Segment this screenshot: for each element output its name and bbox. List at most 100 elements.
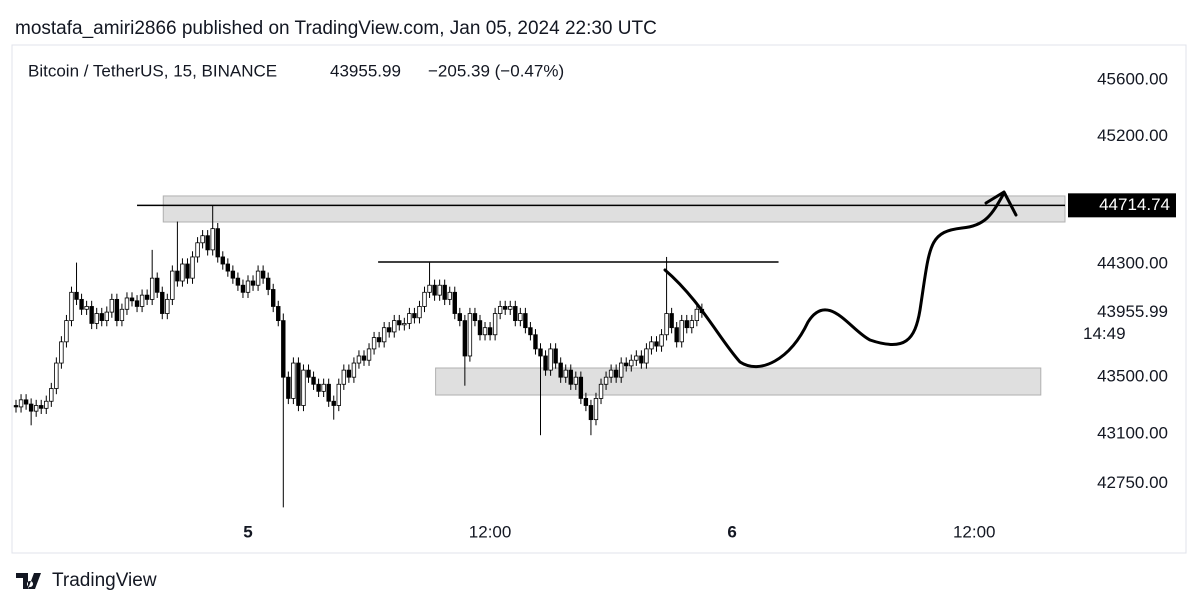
candle-body (513, 306, 518, 322)
candle-body (114, 298, 120, 322)
candle-body (326, 383, 331, 402)
candle-body (119, 308, 125, 322)
candle-body (155, 277, 160, 293)
candle-body (432, 284, 437, 296)
candle-body (497, 306, 503, 314)
symbol-title: Bitcoin / TetherUS, 15, BINANCE (28, 61, 277, 80)
candle-body (281, 320, 286, 378)
candle-body (240, 284, 246, 293)
candle-body (341, 369, 347, 385)
candle-body (321, 383, 326, 392)
candle-body (442, 284, 447, 300)
candle-body (205, 235, 210, 251)
candle-body (129, 297, 135, 302)
candle-body (518, 313, 523, 322)
candle-body (160, 291, 165, 314)
candle-body (543, 355, 548, 371)
footer-brand: TradingView (52, 570, 157, 591)
candle-body (407, 313, 412, 324)
candle-body (684, 320, 689, 329)
candle-body (190, 256, 195, 279)
candle-body (472, 313, 478, 322)
candle-body (664, 313, 669, 336)
candle-body (64, 320, 69, 343)
candle-body (235, 277, 241, 286)
candle-body (528, 327, 533, 336)
candle-body (225, 263, 231, 272)
candle-body (593, 398, 599, 421)
projection-drawing (663, 190, 1018, 368)
candle-body (99, 313, 104, 322)
candle-body (33, 405, 39, 412)
candle-body (578, 376, 584, 399)
candle-body (356, 355, 362, 364)
candle-body (165, 298, 170, 314)
candle-body (492, 313, 498, 336)
candle-body (689, 320, 695, 329)
candle-body (220, 256, 225, 265)
tradingview-logo (16, 573, 41, 589)
candle-body (553, 348, 558, 364)
candle-body (331, 400, 336, 406)
legend-price: 43955.99 (330, 61, 401, 80)
x-tick-label: 5 (243, 522, 252, 541)
candle-body (376, 337, 382, 343)
chart-frame (11, 44, 1187, 554)
candle-body (134, 300, 140, 307)
candle-body (185, 263, 190, 279)
candle-body (397, 320, 402, 326)
candle-body (39, 405, 44, 409)
candle-body (583, 398, 589, 406)
candle-body (144, 294, 150, 300)
candle-body (654, 341, 659, 347)
candle-body (624, 362, 629, 367)
candle-body (89, 306, 94, 324)
candle-body (422, 291, 427, 307)
candle-body (28, 403, 34, 412)
candle-body (608, 369, 614, 378)
candle-body (79, 298, 84, 310)
candle-body (49, 388, 54, 402)
level-price-label: 44714.74 (1099, 195, 1170, 214)
candle-body (139, 294, 145, 307)
candle-body (210, 228, 215, 251)
candle-body (523, 313, 528, 329)
candle-body (503, 306, 508, 310)
candle-body (462, 320, 468, 357)
y-tick-label: 45600.00 (1097, 70, 1168, 89)
x-tick-label: 12:00 (469, 522, 512, 541)
candle-body (467, 313, 473, 357)
candle-body (538, 348, 543, 357)
candle-body (533, 334, 538, 350)
candle-body (548, 348, 553, 371)
candle-body (346, 369, 352, 378)
candle-body (603, 376, 609, 385)
candle-body (392, 320, 397, 333)
candle-body (679, 320, 684, 343)
candle-body (230, 270, 236, 279)
x-tick-label: 12:00 (953, 522, 996, 541)
candle-body (387, 327, 392, 333)
candle-body (437, 284, 442, 296)
candle-body (245, 280, 251, 293)
candle-body (659, 334, 664, 347)
candle-body (316, 383, 321, 392)
candle-body (482, 327, 488, 336)
y-tick-label: 44300.00 (1097, 253, 1168, 272)
candle-body (508, 306, 513, 310)
candle-body (54, 362, 59, 389)
candle-body (69, 291, 74, 322)
zone (435, 367, 1042, 396)
candle-body (180, 263, 185, 282)
candle-body (618, 362, 624, 378)
candle-body (412, 313, 417, 319)
candle-body (301, 369, 306, 406)
candle-body (563, 369, 568, 378)
candle-body (59, 341, 64, 364)
candle-body (336, 383, 341, 406)
candle-body (447, 291, 452, 300)
y-tick-label: 43500.00 (1097, 367, 1168, 386)
last-price-label: 43955.99 (1097, 302, 1168, 321)
candle-body (94, 313, 99, 324)
